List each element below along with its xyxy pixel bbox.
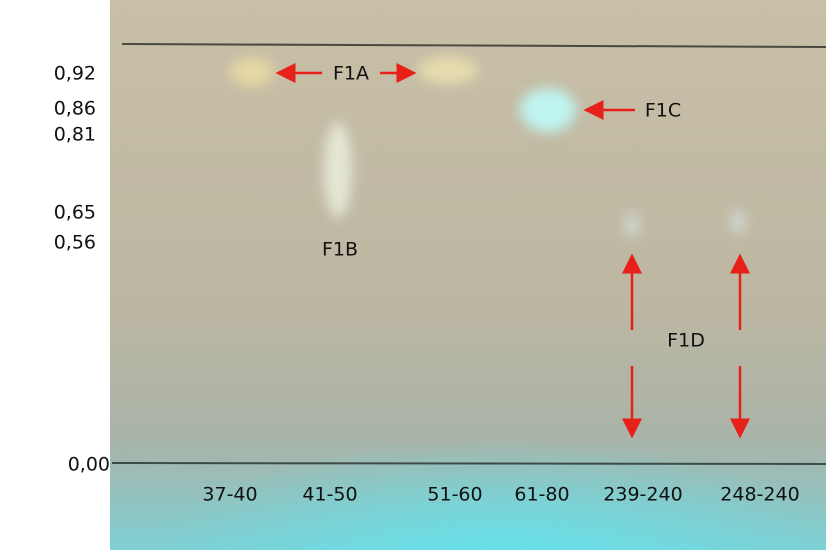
fraction-label: 51-60 xyxy=(427,484,482,506)
spot xyxy=(230,58,274,86)
arrows xyxy=(275,63,750,439)
baseline xyxy=(111,462,826,465)
rf-label: 0,92 xyxy=(54,63,96,85)
spot-label: F1D xyxy=(667,330,705,352)
spot-label: F1C xyxy=(645,100,681,122)
spot xyxy=(324,122,352,218)
spot xyxy=(624,213,640,237)
rf-label: 0,56 xyxy=(54,232,96,254)
plate-glow xyxy=(110,300,826,550)
spot xyxy=(730,210,746,234)
spots xyxy=(230,56,746,237)
fraction-label: 37-40 xyxy=(202,484,257,506)
fraction-label: 248-240 xyxy=(720,484,799,506)
spot-labels: F1A F1B F1C F1D xyxy=(322,63,705,352)
spot-label: F1A xyxy=(333,63,369,85)
rf-label: 0,00 xyxy=(68,454,110,476)
spot xyxy=(418,56,478,84)
rf-labels: 0,92 0,86 0,81 0,65 0,56 0,00 xyxy=(54,63,110,476)
rf-label: 0,65 xyxy=(54,202,96,224)
rf-label: 0,86 xyxy=(54,98,96,120)
fraction-label: 61-80 xyxy=(514,484,569,506)
fraction-labels: 37-40 41-50 51-60 61-80 239-240 248-240 xyxy=(202,484,799,506)
fraction-label: 41-50 xyxy=(302,484,357,506)
rf-label: 0,81 xyxy=(54,124,96,146)
spot-label: F1B xyxy=(322,239,358,261)
fraction-label: 239-240 xyxy=(603,484,682,506)
solvent-front xyxy=(121,43,826,48)
spot xyxy=(520,88,576,132)
